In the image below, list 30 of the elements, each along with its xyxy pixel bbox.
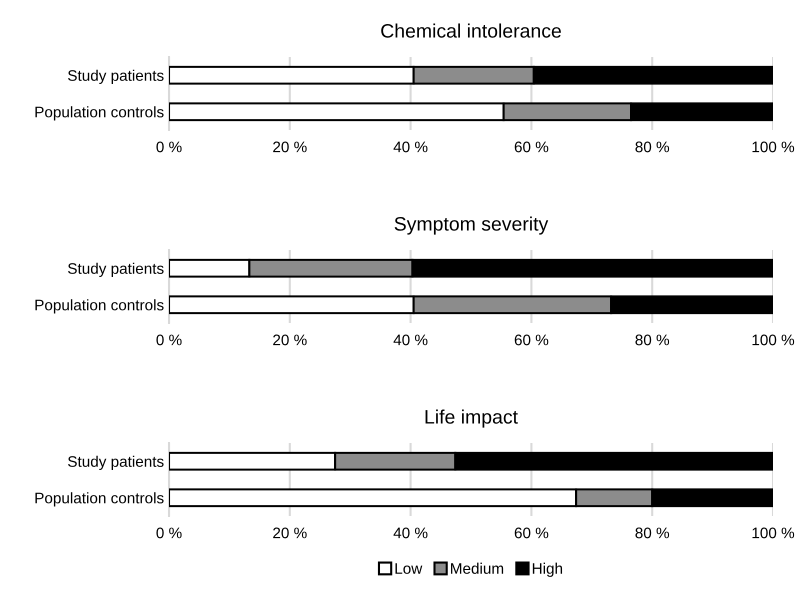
- legend-label: High: [532, 562, 562, 577]
- x-tick-label: 80 %: [635, 142, 670, 152]
- x-tick-label: 40 %: [394, 528, 428, 538]
- x-tick-label: 20 %: [273, 142, 307, 152]
- x-tick-label: 80 %: [635, 334, 670, 346]
- x-tick-label: 20 %: [273, 528, 307, 538]
- x-tick-label: 60 %: [514, 334, 548, 346]
- x-tick-label: 0 %: [156, 528, 182, 538]
- legend-label: Medium: [451, 562, 504, 574]
- y-tick-label: Study patients: [68, 262, 164, 277]
- chart-title: Chemical intolerance: [381, 23, 561, 38]
- chart-title: Life impact: [426, 409, 518, 428]
- x-tick-label: 40 %: [394, 334, 428, 346]
- x-tick-label: 100 %: [752, 528, 794, 538]
- chart-title: Symptom severity: [394, 216, 548, 235]
- y-tick-label: Population controls: [35, 492, 164, 506]
- y-tick-label: Study patients: [68, 70, 164, 84]
- x-tick-label: 40 %: [394, 142, 428, 152]
- legend-label: Low: [396, 563, 422, 574]
- x-tick-label: 60 %: [514, 528, 548, 538]
- x-tick-label: 100 %: [752, 142, 794, 152]
- y-tick-label: Study patients: [68, 456, 164, 470]
- y-tick-label: Population controls: [35, 299, 164, 314]
- x-tick-label: 0 %: [156, 334, 182, 346]
- x-tick-label: 80 %: [635, 528, 670, 538]
- y-tick-label: Population controls: [35, 106, 164, 120]
- x-tick-label: 20 %: [273, 334, 307, 346]
- x-tick-label: 100 %: [752, 334, 794, 346]
- x-tick-label: 60 %: [514, 142, 548, 152]
- x-tick-label: 0 %: [156, 142, 182, 152]
